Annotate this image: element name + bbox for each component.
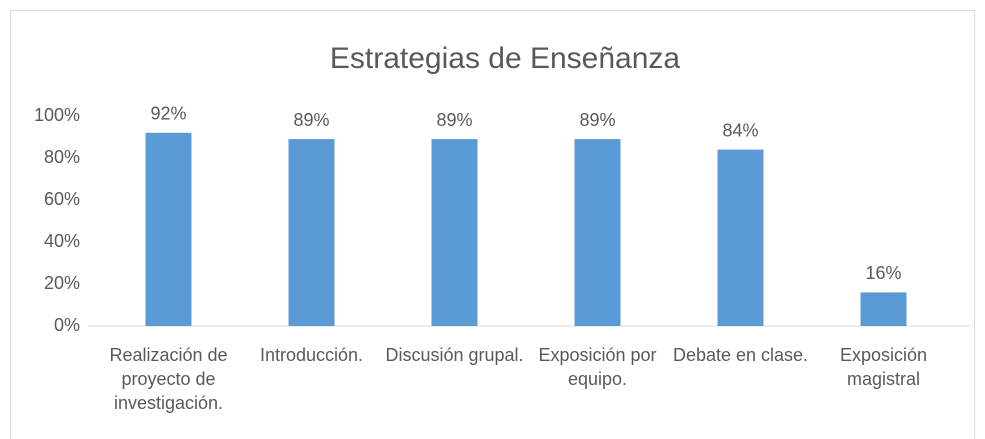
- y-tick-label: 40%: [44, 231, 80, 251]
- data-label: 89%: [579, 110, 615, 130]
- chart-border: [10, 10, 975, 439]
- data-label: 89%: [293, 110, 329, 130]
- data-label: 92%: [150, 104, 186, 124]
- data-label: 89%: [436, 110, 472, 130]
- y-tick-label: 20%: [44, 273, 80, 293]
- bar: [860, 292, 907, 326]
- bar: [145, 132, 192, 326]
- chart-title: Estrategias de Enseñanza: [330, 42, 681, 75]
- y-tick-label: 0%: [54, 315, 80, 335]
- x-tick-label: Discusión grupal.: [385, 345, 524, 365]
- data-label: 16%: [865, 263, 901, 283]
- x-tick-label: Introducción.: [259, 345, 364, 365]
- x-tick-label: Realización de proyecto de investigación…: [109, 345, 228, 413]
- x-tick-label: Debate en clase.: [672, 345, 809, 365]
- bar: [574, 139, 621, 326]
- y-tick-label: 60%: [44, 189, 80, 209]
- bar: [431, 139, 478, 326]
- bar: [288, 139, 335, 326]
- x-tick-label: Exposición por equipo.: [538, 345, 657, 389]
- bar: [717, 149, 764, 326]
- x-tick-label: Exposición magistral: [839, 345, 928, 389]
- y-tick-label: 80%: [44, 147, 80, 167]
- y-tick-label: 100%: [34, 105, 80, 125]
- data-label: 84%: [722, 120, 758, 140]
